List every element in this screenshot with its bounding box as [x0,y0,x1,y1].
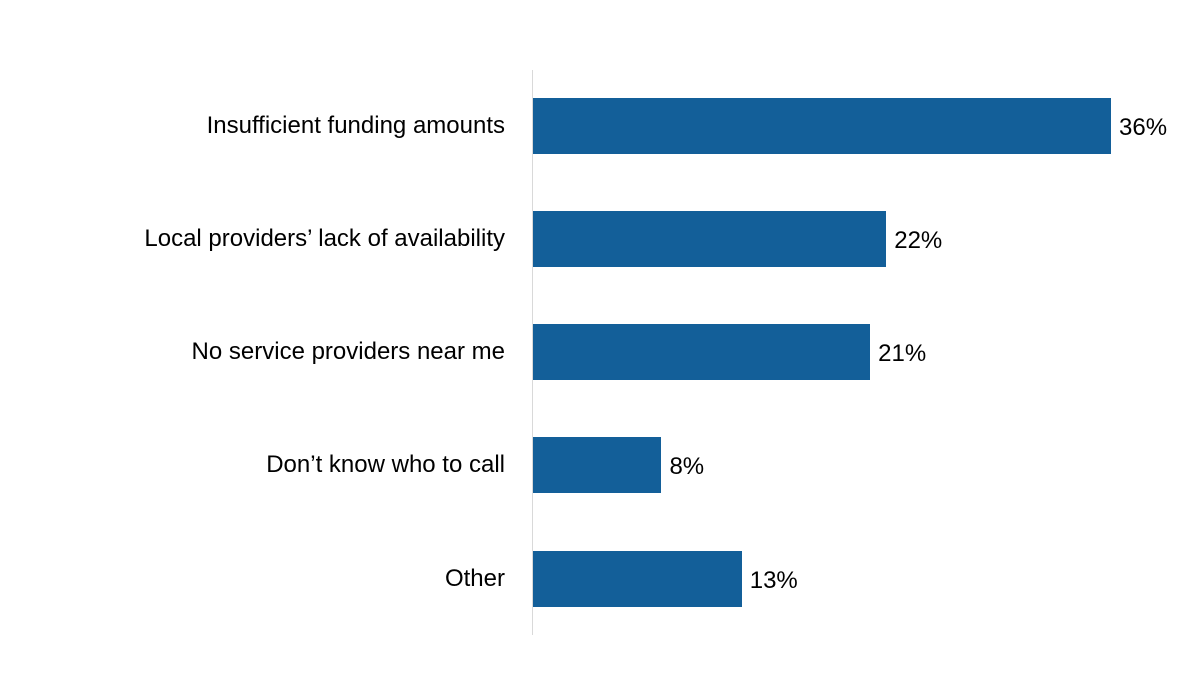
value-label: 22% [894,227,943,254]
bar-row: Insufficient funding amounts 36% [0,98,1200,154]
category-label: Don’t know who to call [266,451,505,478]
bar-row: No service providers near me 21% [0,324,1200,380]
bar [533,211,887,267]
bar-row: Don’t know who to call 8% [0,437,1200,493]
category-axis-line [532,70,533,635]
bar [533,437,662,493]
bar [533,98,1111,154]
value-label: 21% [878,340,927,367]
value-label: 13% [749,567,798,594]
category-label: No service providers near me [191,338,505,365]
bar-row: Other 13% [0,551,1200,607]
bar-row: Local providers’ lack of availability 22… [0,211,1200,267]
value-label: 36% [1119,114,1168,141]
bar [533,324,871,380]
category-label: Other [444,565,505,592]
value-label: 8% [669,453,705,480]
category-label: Insufficient funding amounts [206,112,505,139]
category-label: Local providers’ lack of availability [144,225,505,252]
bar [533,551,742,607]
